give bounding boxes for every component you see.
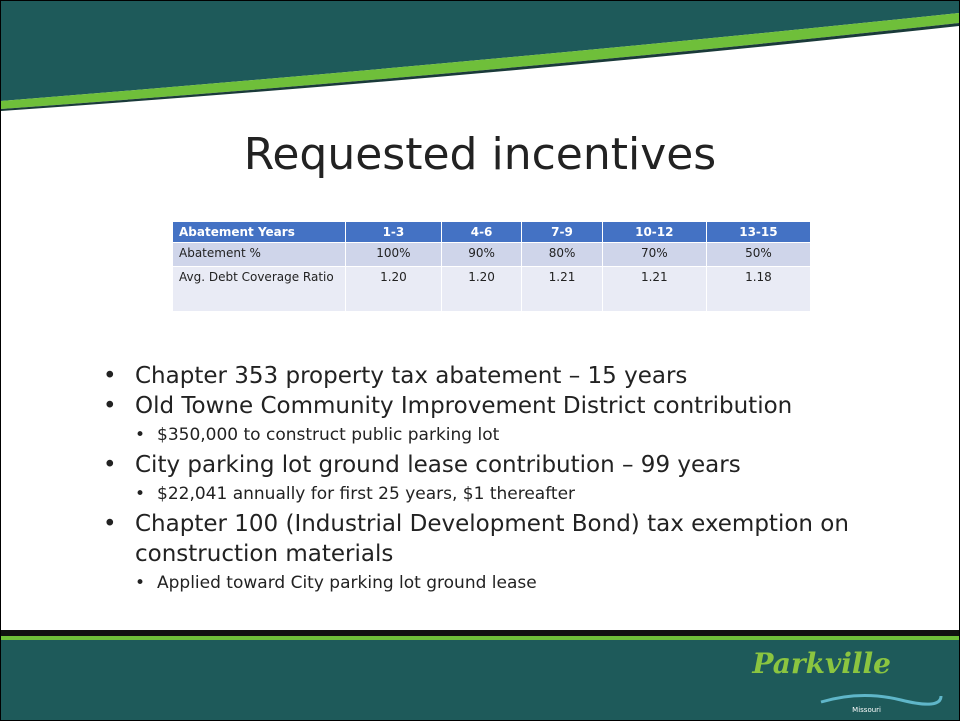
bullet: City parking lot ground lease contributi… (101, 450, 861, 480)
table-cell: 1.21 (602, 266, 707, 311)
slide-title: Requested incentives (243, 129, 717, 180)
bullet: Chapter 353 property tax abatement – 15 … (101, 361, 861, 391)
header-cell: 1-3 (345, 222, 442, 243)
table-cell: 1.18 (706, 266, 812, 311)
table-row: Abatement % 100% 90% 80% 70% 50% (173, 242, 812, 267)
bullet: Chapter 100 (Industrial Development Bond… (101, 509, 861, 569)
header-cell: 10-12 (602, 222, 707, 243)
table-cell: 90% (441, 242, 523, 267)
bullet: Old Towne Community Improvement District… (101, 391, 861, 421)
table-cell: 70% (602, 242, 707, 267)
table-cell: 1.20 (441, 266, 523, 311)
bottom-banner (1, 630, 959, 720)
bullet-list: Chapter 353 property tax abatement – 15 … (101, 361, 861, 598)
table-cell: 1.20 (345, 266, 442, 311)
table-cell: Avg. Debt Coverage Ratio (173, 266, 346, 311)
header-cell: Abatement Years (173, 222, 346, 243)
sub-bullet: $350,000 to construct public parking lot (101, 421, 861, 450)
header-cell: 4-6 (441, 222, 523, 243)
table-cell: 80% (521, 242, 603, 267)
table-cell: 50% (706, 242, 812, 267)
sub-bullet: $22,041 annually for first 25 years, $1 … (101, 480, 861, 509)
logo: Parkville (752, 647, 891, 680)
top-banner (1, 1, 959, 111)
sub-bullet: Applied toward City parking lot ground l… (101, 569, 861, 598)
header-row: Abatement Years 1-3 4-6 7-9 10-12 13-15 (173, 222, 812, 243)
header-cell: 7-9 (521, 222, 603, 243)
table-row: Avg. Debt Coverage Ratio 1.20 1.20 1.21 1.21… (173, 266, 812, 311)
table-cell: Abatement % (173, 242, 346, 267)
logo-subtext: Missouri (852, 706, 881, 714)
header-cell: 13-15 (706, 222, 812, 243)
table-cell: 1.21 (521, 266, 603, 311)
table-cell: 100% (345, 242, 442, 267)
incentive-table: Abatement Years 1-3 4-6 7-9 10-12 13-15 Abatem… (173, 222, 812, 311)
